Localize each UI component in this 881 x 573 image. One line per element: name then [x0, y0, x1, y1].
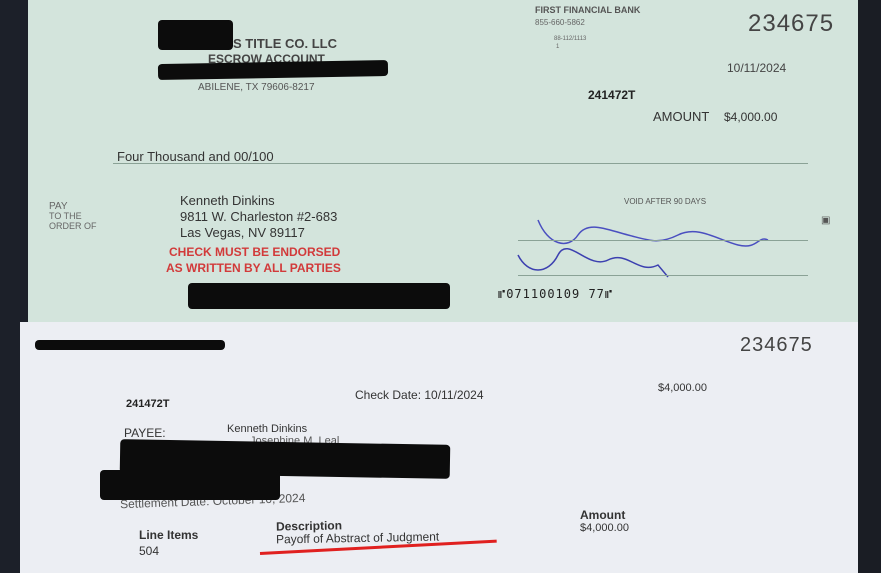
- to-order-label: TO THE ORDER OF: [49, 211, 97, 231]
- stub-reference: 241472T: [126, 398, 170, 410]
- routing-fraction-sub: 1: [556, 44, 560, 50]
- redaction: [188, 283, 450, 309]
- check-number: 234675: [748, 10, 835, 37]
- payee-address-2: Las Vegas, NV 89117: [180, 225, 305, 240]
- redaction: [158, 20, 233, 50]
- redaction: [100, 470, 280, 500]
- routing-fraction: 88-112/1113: [554, 36, 587, 42]
- stub-amount-value: $4,000.00: [580, 522, 629, 534]
- amount-in-words: Four Thousand and 00/100: [117, 149, 274, 164]
- background-edge: [858, 0, 881, 573]
- signature: [517, 219, 769, 278]
- check-date: 10/11/2024: [727, 61, 787, 75]
- stub-amount-label: Amount: [580, 508, 626, 522]
- stub-check-number: 234675: [740, 334, 813, 356]
- stub-check-date: Check Date: 10/11/2024: [355, 388, 484, 402]
- check-stub: 234675 241472T Check Date: 10/11/2024 $4…: [20, 322, 862, 573]
- amount-label: AMOUNT: [653, 109, 710, 124]
- endorse-notice-2: AS WRITTEN BY ALL PARTIES: [166, 261, 341, 275]
- bank-name: FIRST FINANCIAL BANK: [535, 5, 641, 15]
- reference-number: 241472T: [588, 88, 636, 102]
- line-items-label: Line Items: [139, 528, 199, 542]
- amount-line: [113, 163, 808, 164]
- signature-line-2: [518, 275, 808, 276]
- payee-name: Kenneth Dinkins: [180, 193, 275, 208]
- signature-line-1: [518, 240, 808, 241]
- redaction: [35, 340, 225, 350]
- void-notice: VOID AFTER 90 DAYS: [624, 197, 707, 206]
- bank-phone: 855-660-5862: [535, 18, 585, 27]
- check-face: S TITLE CO. LLC ESCROW ACCOUNT ABILENE, …: [28, 0, 861, 322]
- endorse-notice-1: CHECK MUST BE ENDORSED: [169, 245, 341, 259]
- security-lock-icon: ▣: [821, 215, 831, 226]
- company-name: S TITLE CO. LLC: [233, 36, 337, 51]
- company-address: ABILENE, TX 79606-8217: [198, 82, 315, 93]
- stub-amount-top: $4,000.00: [658, 382, 707, 394]
- redaction: [157, 59, 389, 81]
- payee-address-1: 9811 W. Charleston #2-683: [180, 209, 338, 224]
- payee-label: PAYEE:: [124, 426, 166, 440]
- micr-line: ⑈071100109 77⑈: [498, 287, 614, 301]
- line-items-value: 504: [139, 544, 160, 558]
- stub-payee-name: Kenneth Dinkins: [227, 423, 308, 435]
- amount-value: $4,000.00: [724, 110, 778, 124]
- pay-label: PAY: [49, 201, 68, 212]
